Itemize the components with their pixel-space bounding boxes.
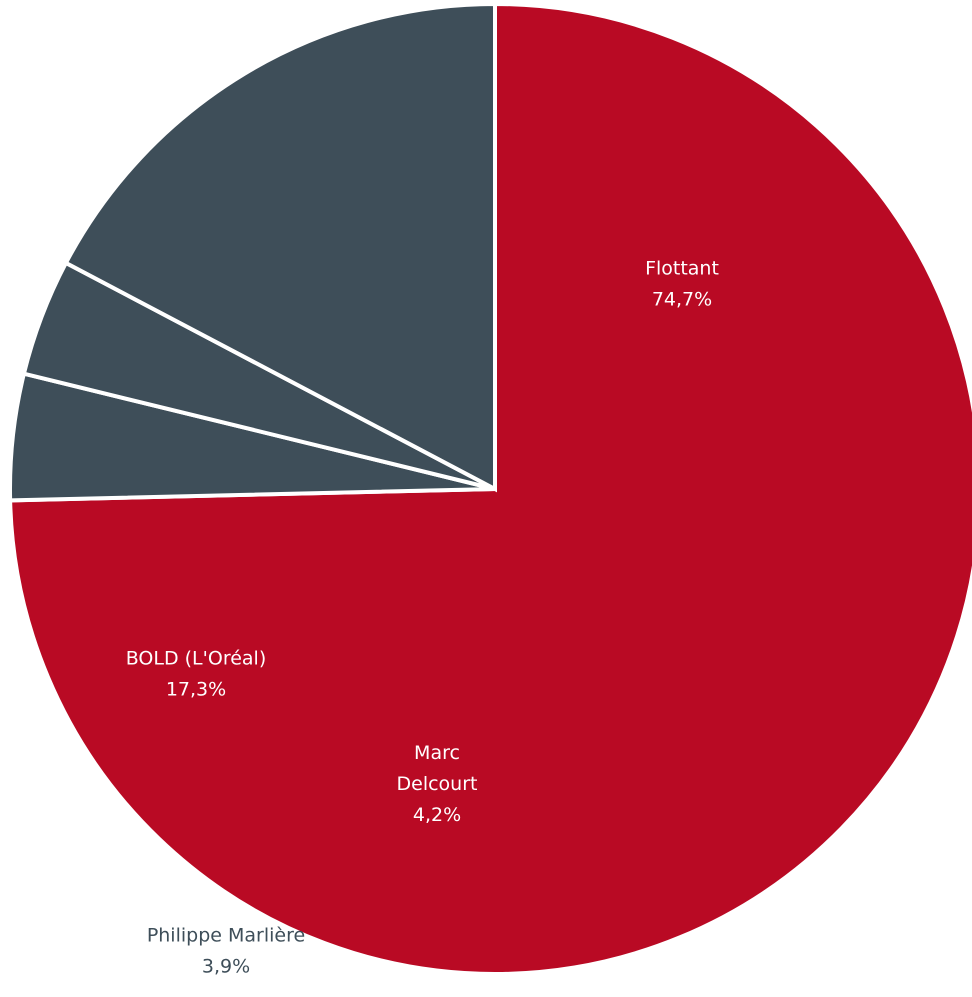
label-name-bold-l-oreal: BOLD (L'Oréal) xyxy=(126,648,267,670)
label-value-marc-delcourt: 4,2% xyxy=(413,804,461,826)
pie-labels: Flottant 74,7% Marc Delcourt 4,2% Philippe Ma… xyxy=(126,258,719,978)
label-value-flottant: 74,7% xyxy=(652,289,712,311)
slice-bold-l-oreal xyxy=(63,1,497,493)
label-marc-delcourt: Marc Delcourt 4,2% xyxy=(397,742,478,826)
label-name-philippe-marliere: Philippe Marlière xyxy=(147,925,305,947)
slice-flottant xyxy=(8,1,972,976)
label-value-philippe-marliere: 3,9% xyxy=(202,956,250,978)
label-bold-l-oreal: BOLD (L'Oréal) 17,3% xyxy=(126,648,267,701)
label-philippe-marliere: Philippe Marlière 3,9% xyxy=(147,925,305,978)
pie-slices xyxy=(8,1,972,976)
label-name-flottant: Flottant xyxy=(645,258,719,280)
label-flottant: Flottant 74,7% xyxy=(645,258,719,311)
label-value-bold-l-oreal: 17,3% xyxy=(166,679,226,701)
label-name-marc-delcourt: Delcourt xyxy=(397,773,478,795)
label-name-marc-delcourt: Marc xyxy=(414,742,460,764)
